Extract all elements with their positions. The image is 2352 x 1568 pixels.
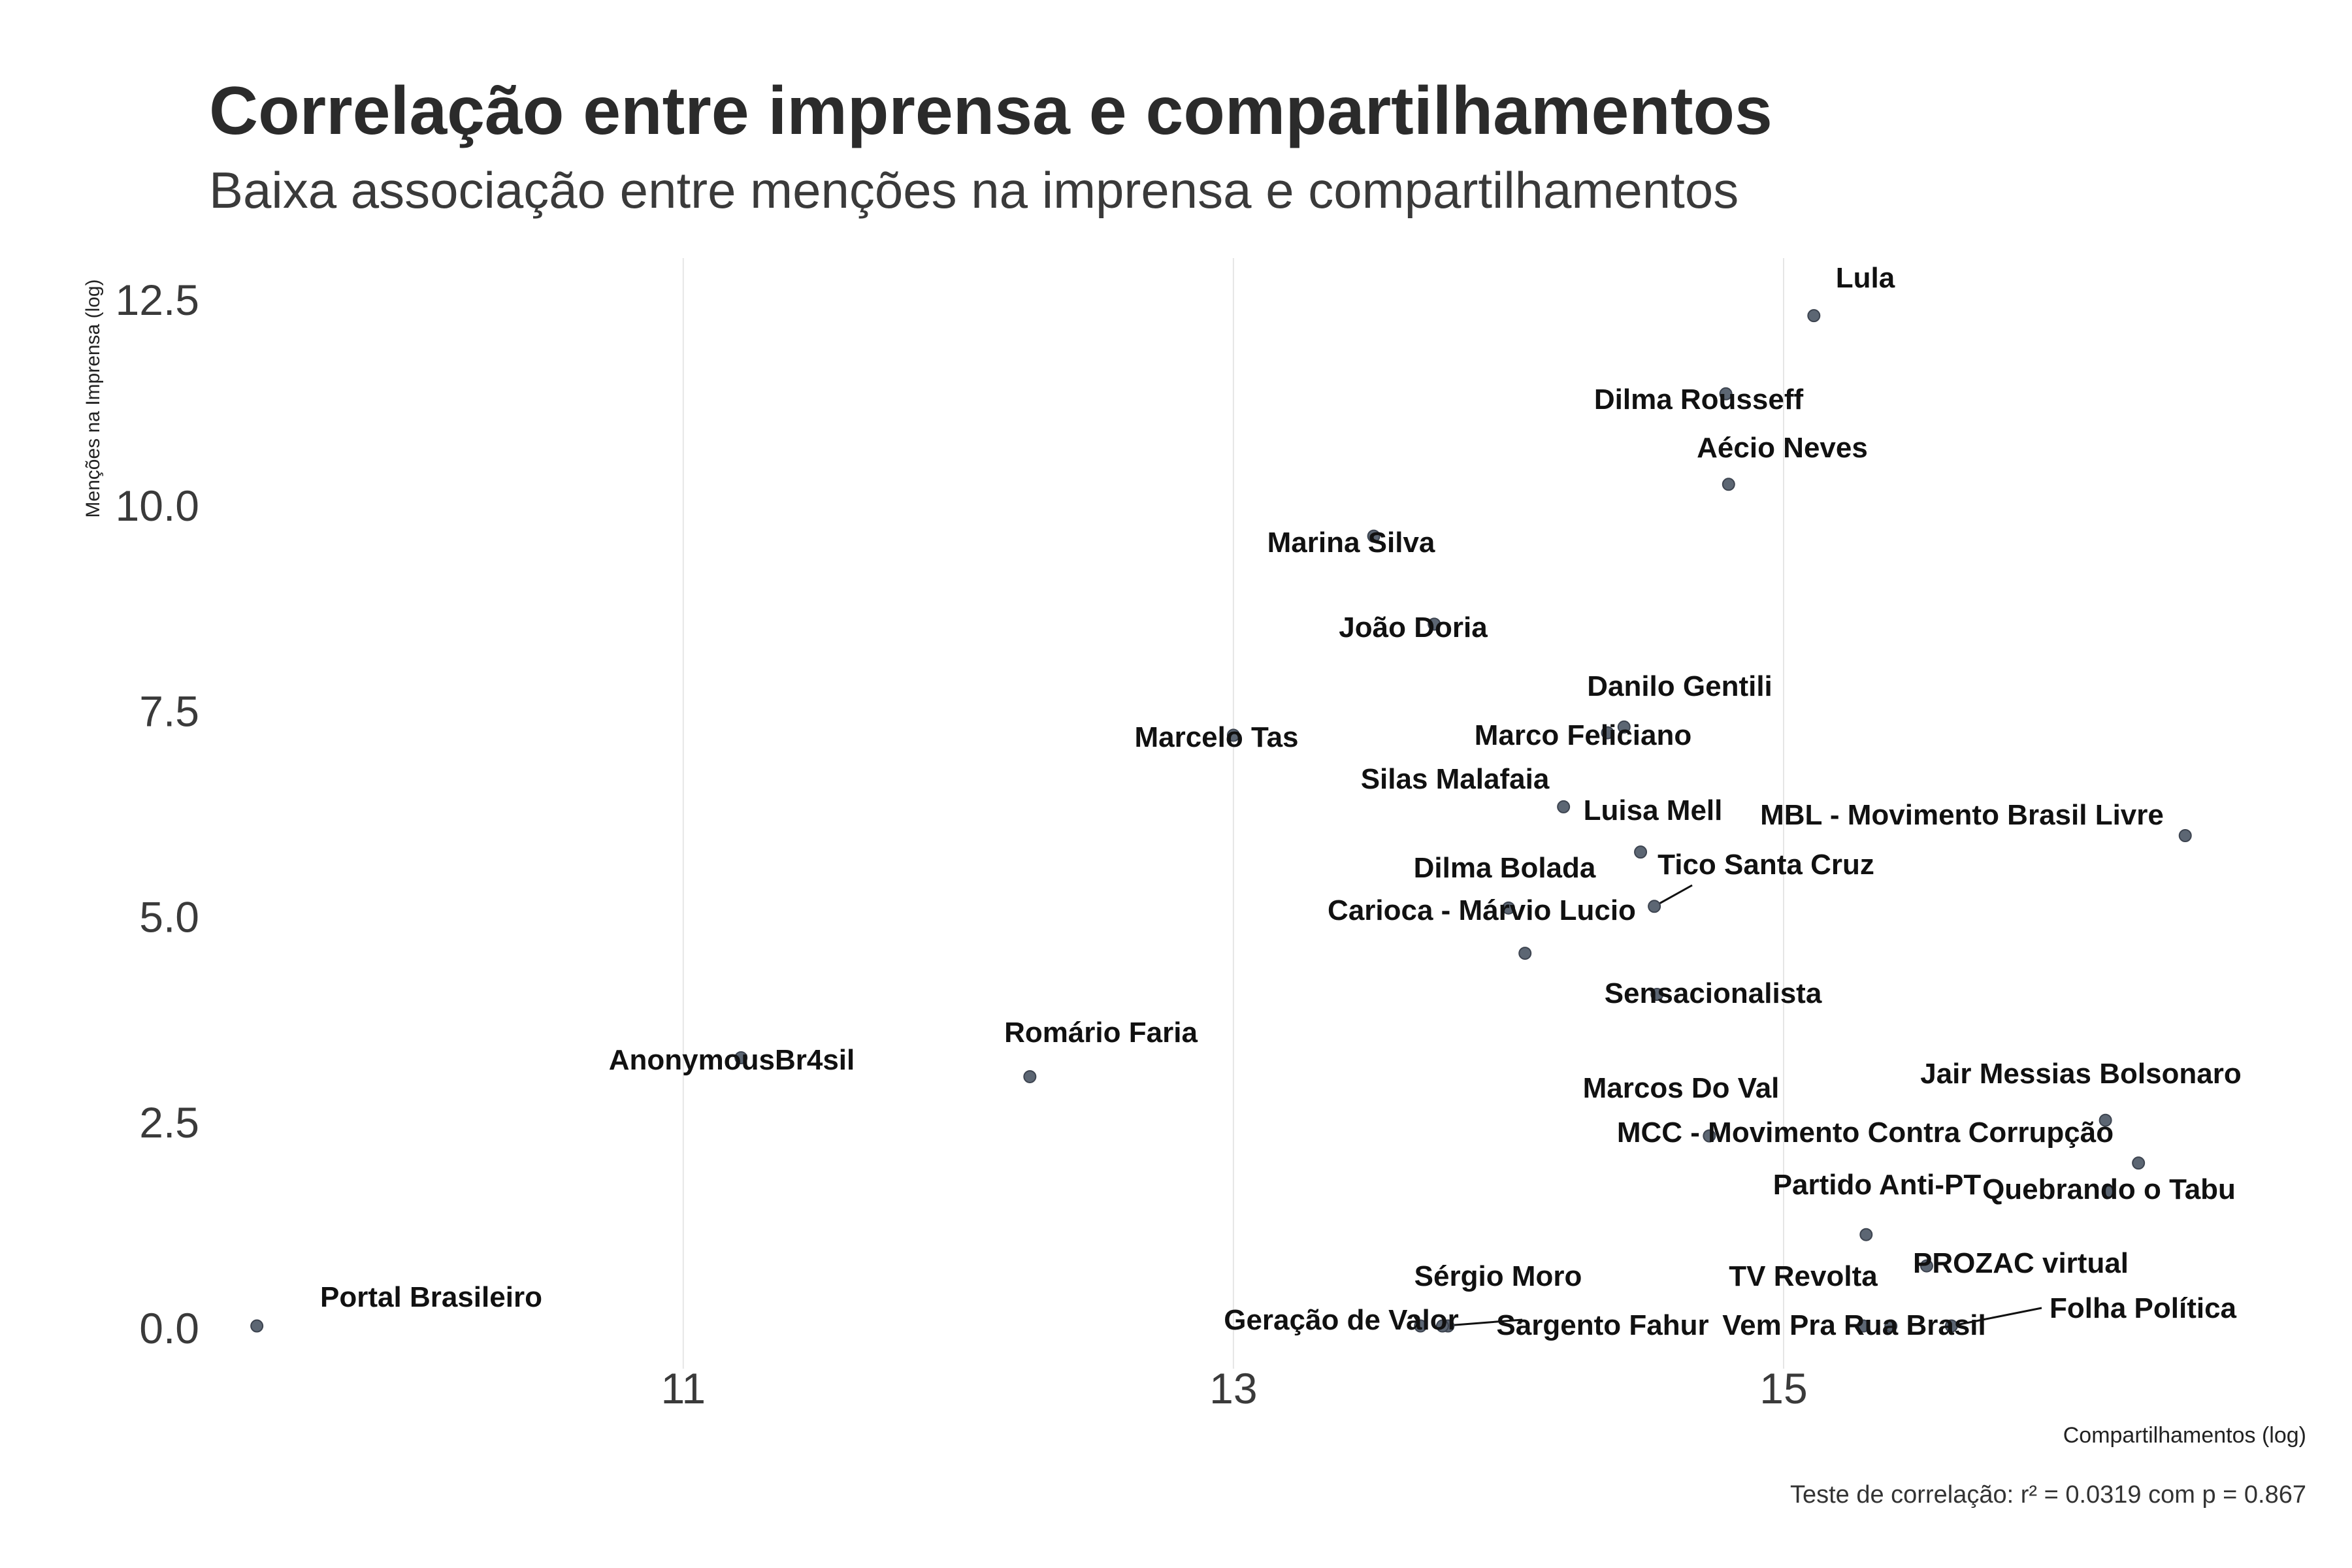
- point-lula: [1807, 309, 1821, 323]
- point-danilo-gentili: [1617, 720, 1631, 734]
- point-marina-silva: [1367, 529, 1380, 543]
- point-silas-malafaia: [1557, 800, 1571, 813]
- label-danilo-gentili: Danilo Gentili: [1587, 670, 1772, 702]
- point-marcos-do-val: [1703, 1129, 1716, 1143]
- label-aecio-neves: Aécio Neves: [1697, 432, 1868, 464]
- label-vem-pra-rua-brasil: Vem Pra Rua Brasil: [1722, 1309, 1986, 1341]
- point-aecio-neves: [1722, 478, 1735, 491]
- label-joao-doria: João Doria: [1339, 612, 1488, 644]
- x-axis-label: Compartilhamentos (log): [2063, 1423, 2306, 1448]
- point-quebrando-o-tabu: [2101, 1185, 2115, 1199]
- y-tick-label: 5.0: [139, 892, 199, 941]
- point-prozac-virtual: [1919, 1259, 1933, 1273]
- point-romario-faria: [1023, 1070, 1037, 1083]
- point-mcc-movimento-contra-corrupcao: [2132, 1156, 2146, 1170]
- point-portal-brasileiro: [250, 1319, 264, 1333]
- point-marco-feliciano: [1601, 726, 1614, 740]
- label-jair-messias-bolsonaro: Jair Messias Bolsonaro: [1920, 1058, 2242, 1090]
- y-tick-label: 0.0: [139, 1304, 199, 1352]
- point-joao-doria: [1428, 617, 1441, 631]
- point-geracao-de-valor: [1414, 1319, 1428, 1333]
- label-tico-santa-cruz: Tico Santa Cruz: [1658, 849, 1874, 881]
- leader-line-tico-santa-cruz: [1654, 884, 1693, 907]
- leader-line-folha-politica: [1951, 1307, 2042, 1327]
- x-tick-label: 13: [1209, 1364, 1257, 1413]
- y-tick-label: 12.5: [116, 276, 199, 324]
- point-tico-santa-cruz: [1648, 900, 1661, 913]
- x-tick-label: 15: [1759, 1364, 1807, 1413]
- label-partido-anti-pt: Partido Anti-PT: [1773, 1169, 1982, 1201]
- point-folha-politica: [1944, 1319, 1958, 1333]
- label-mbl-movimento-brasil-livre: MBL - Movimento Brasil Livre: [1760, 799, 2164, 831]
- chart-title: Correlação entre imprensa e compartilham…: [209, 73, 1772, 149]
- point-vem-pra-rua-brasil: [1884, 1319, 1898, 1333]
- point-jair-messias-bolsonaro: [2099, 1113, 2112, 1127]
- point-carioca-marvio-lucio: [1518, 947, 1532, 960]
- point-partido-anti-pt: [1859, 1228, 1873, 1241]
- label-mcc-movimento-contra-corrupcao: MCC - Movimento Contra Corrupção: [1617, 1117, 2114, 1149]
- point-dilma-bolada: [1501, 901, 1515, 915]
- data-labels: Lula Dilma Rousseff Aécio Neves Marina Silv…: [320, 262, 2242, 1341]
- chart-subtitle: Baixa associação entre menções na impren…: [209, 161, 1739, 219]
- point-tv-revolta: [1857, 1319, 1870, 1333]
- label-luisa-mell: Luisa Mell: [1584, 794, 1723, 826]
- label-sargento-fahur: Sargento Fahur: [1496, 1309, 1708, 1341]
- label-quebrando-o-tabu: Quebrando o Tabu: [1982, 1173, 2236, 1205]
- label-tv-revolta: TV Revolta: [1729, 1260, 1878, 1292]
- point-sensacionalista: [1650, 988, 1664, 1002]
- label-marcos-do-val: Marcos Do Val: [1583, 1072, 1780, 1104]
- label-prozac-virtual: PROZAC virtual: [1913, 1247, 2129, 1279]
- y-tick-label: 7.5: [139, 687, 199, 736]
- label-geracao-de-valor: Geração de Valor: [1224, 1304, 1459, 1336]
- label-sensacionalista: Sensacionalista: [1605, 977, 1822, 1009]
- axis-ticks: 11 13 15 0.0 2.5 5.0 7.5 10.0 12.5: [116, 276, 1808, 1413]
- point-dilma-rousseff: [1719, 387, 1733, 400]
- label-sergio-moro: Sérgio Moro: [1414, 1260, 1582, 1292]
- label-folha-politica: Folha Política: [2050, 1292, 2237, 1324]
- point-sargento-fahur: [1435, 1319, 1449, 1333]
- point-marcelo-tas: [1226, 728, 1240, 742]
- label-lula: Lula: [1836, 262, 1895, 294]
- label-portal-brasileiro: Portal Brasileiro: [320, 1281, 542, 1313]
- x-tick-label: 11: [661, 1364, 706, 1413]
- y-tick-label: 10.0: [116, 482, 199, 530]
- label-dilma-rousseff: Dilma Rousseff: [1594, 384, 1804, 416]
- label-silas-malafaia: Silas Malafaia: [1361, 763, 1550, 795]
- label-marco-feliciano: Marco Feliciano: [1475, 719, 1692, 751]
- point-mbl-movimento-brasil-livre: [2178, 829, 2192, 842]
- point-anonymousbr4sil: [734, 1051, 748, 1064]
- y-tick-label: 2.5: [139, 1098, 199, 1147]
- label-romario-faria: Romário Faria: [1004, 1017, 1198, 1049]
- data-points: [250, 309, 2192, 1333]
- point-luisa-mell: [1634, 845, 1648, 859]
- label-marcelo-tas: Marcelo Tas: [1134, 721, 1298, 753]
- chart-caption: Teste de correlação: r² = 0.0319 com p =…: [1790, 1481, 2306, 1509]
- y-axis-label: Menções na Imprensa (log): [82, 279, 104, 517]
- label-dilma-bolada: Dilma Bolada: [1414, 852, 1596, 884]
- label-marina-silva: Marina Silva: [1267, 527, 1435, 559]
- leader-line-sargento-fahur: [1442, 1318, 1523, 1328]
- grid-lines: [682, 258, 1784, 1369]
- label-anonymousbr4sil: AnonymousBr4sil: [609, 1044, 855, 1076]
- label-carioca-marvio-lucio: Carioca - Márvio Lucio: [1328, 894, 1636, 926]
